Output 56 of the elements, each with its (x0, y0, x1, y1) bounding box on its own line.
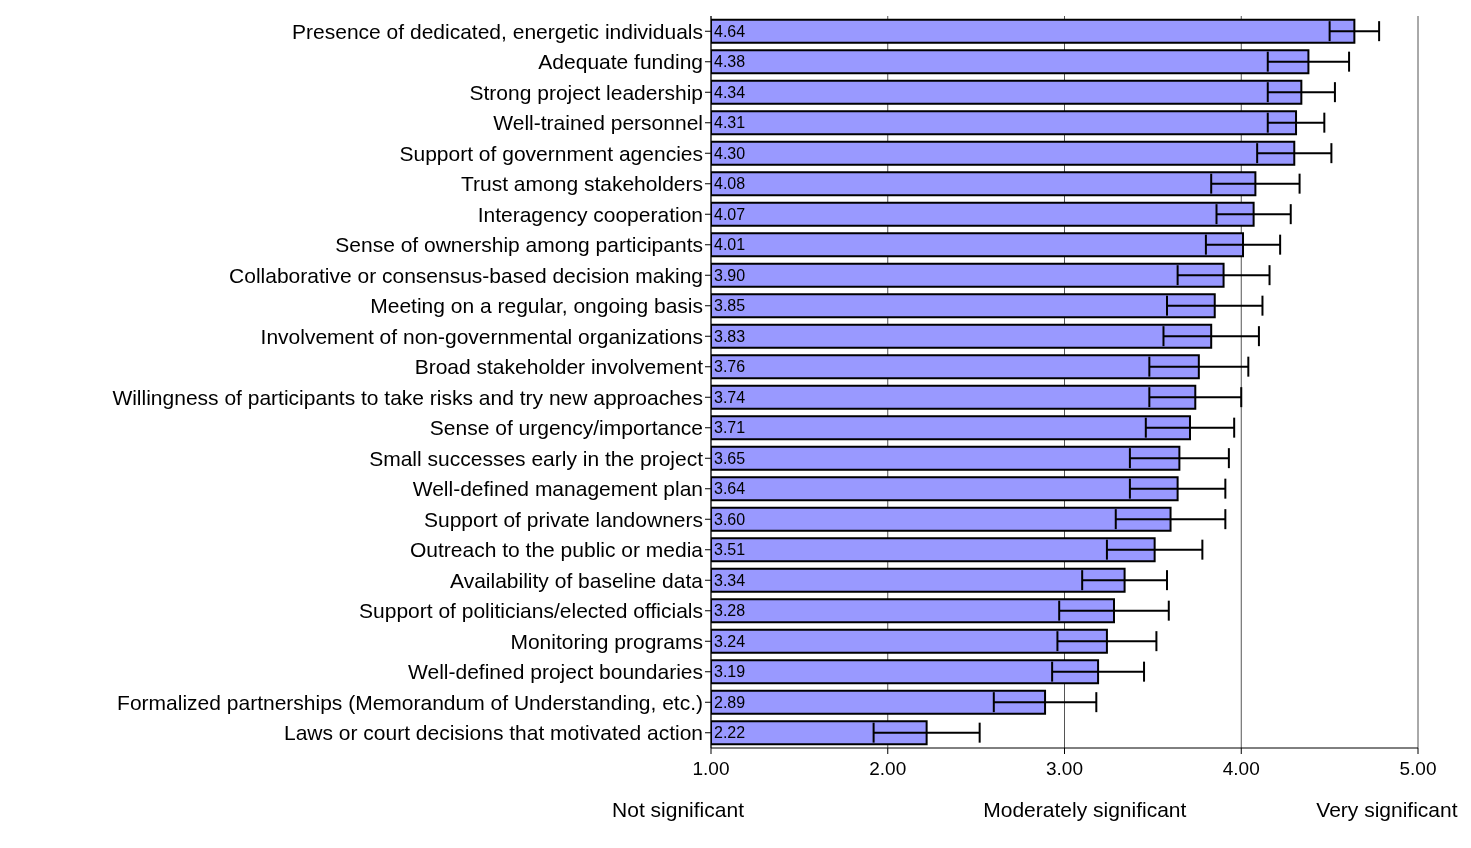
data-label: 3.83 (714, 327, 746, 345)
y-tick-label: Support of government agencies (399, 141, 703, 165)
y-tick-label: Support of politicians/elected officials (359, 599, 703, 623)
y-tick-label: Formalized partnerships (Memorandum of Understanding, etc.) (117, 690, 703, 714)
y-tick-label: Well-trained personnel (493, 111, 703, 135)
y-tick-label: Interagency cooperation (477, 202, 703, 226)
data-label: 3.19 (714, 663, 746, 681)
data-label: 4.08 (714, 175, 746, 193)
text: Not significant (612, 798, 744, 822)
y-tick-label: Availability of baseline data (450, 568, 704, 592)
data-label: 4.01 (714, 236, 746, 254)
data-label: 2.89 (714, 693, 746, 711)
data-label: 4.31 (714, 114, 746, 132)
data-label: 3.60 (714, 510, 746, 528)
data-label: 4.34 (714, 83, 746, 101)
y-tick-label: Strong project leadership (469, 80, 703, 104)
y-tick-label: Adequate funding (538, 50, 703, 74)
data-label: 3.51 (714, 541, 746, 559)
data-label: 3.64 (714, 480, 746, 498)
data-label: 3.34 (714, 571, 746, 589)
x-tick-label: 4.00 (1222, 758, 1260, 780)
y-tick-label: Small successes early in the project (369, 446, 704, 470)
x-tick-label: 3.00 (1046, 758, 1083, 780)
y-tick-label: Well-defined management plan (412, 477, 703, 501)
y-tick-label: Well-defined project boundaries (408, 660, 703, 684)
data-label: 4.07 (714, 205, 746, 223)
x-tick-label: 5.00 (1399, 758, 1437, 780)
y-tick-label: Laws or court decisions that motivated action (283, 721, 703, 745)
y-tick-label: Monitoring programs (510, 629, 703, 653)
y-tick-label: Sense of urgency/importance (429, 416, 703, 440)
y-tick-label: Meeting on a regular, ongoing basis (370, 294, 703, 318)
data-label: 3.71 (714, 419, 746, 437)
y-tick-label: Broad stakeholder involvement (414, 355, 704, 379)
data-label: 2.22 (714, 724, 746, 742)
y-tick-label: Presence of dedicated, energetic individuals (292, 19, 703, 43)
y-tick-label: Willingness of participants to take risks and try new approaches (112, 385, 703, 409)
data-label: 4.38 (714, 53, 746, 71)
y-tick-label: Trust among stakeholders (460, 172, 703, 196)
y-tick-label: Involvement of non-governmental organizations (260, 324, 703, 348)
y-tick-label: Collaborative or consensus-based decision making (229, 263, 703, 287)
y-tick-label: Sense of ownership among participants (335, 233, 703, 257)
data-label: 3.24 (714, 632, 746, 650)
data-label: 3.85 (714, 297, 746, 315)
data-label: 3.76 (714, 358, 746, 376)
data-label: 3.74 (714, 388, 746, 406)
data-label: 4.30 (714, 144, 746, 162)
data-label: 3.90 (714, 266, 746, 284)
text: Very significant (1316, 798, 1458, 822)
y-tick-label: Support of private landowners (424, 507, 703, 531)
x-tick-label: 1.00 (692, 758, 730, 780)
data-label: 3.28 (714, 602, 746, 620)
data-label: 4.64 (714, 22, 746, 40)
y-tick-label: Outreach to the public or media (410, 538, 704, 562)
text: Moderately significant (983, 798, 1187, 822)
data-label: 3.65 (714, 449, 746, 467)
x-tick-label: 2.00 (869, 758, 907, 780)
